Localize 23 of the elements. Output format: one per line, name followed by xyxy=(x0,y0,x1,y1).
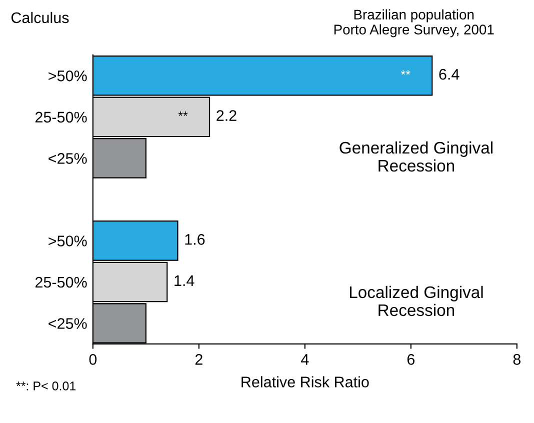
x-tick-label: 2 xyxy=(195,354,202,365)
data-label: 6.4 xyxy=(439,68,460,80)
y-tick-label: >50% xyxy=(48,70,87,82)
y-tick-label: >50% xyxy=(48,236,87,246)
x-tick-label: 6 xyxy=(407,354,414,365)
data-label: 1.6 xyxy=(185,234,205,245)
x-tick-label: 0 xyxy=(89,354,97,365)
y-tick-label: <25% xyxy=(48,318,87,329)
chart-title: Brazilian population Porto Alegre Survey, 2001 xyxy=(334,9,494,38)
text: **: P< 0.01 xyxy=(16,382,76,390)
annotation: Localized Gingival Recession xyxy=(350,286,483,316)
x-tick-label: 8 xyxy=(513,354,520,365)
y-tick-label: 25-50% xyxy=(35,276,87,288)
x-tick-label: 4 xyxy=(301,354,309,365)
y-axis-title: Calculus xyxy=(11,12,69,24)
y-tick-label: 25-50% xyxy=(35,112,87,123)
annotation: Generalized Gingival Recession xyxy=(340,141,492,172)
annotation: ** xyxy=(178,112,188,116)
annotation: ** xyxy=(400,70,410,75)
x-axis-title: Relative Risk Ratio xyxy=(242,376,369,388)
y-tick-label: <25% xyxy=(48,153,87,164)
data-label: 1.4 xyxy=(174,275,194,286)
data-label: 2.2 xyxy=(216,110,236,121)
